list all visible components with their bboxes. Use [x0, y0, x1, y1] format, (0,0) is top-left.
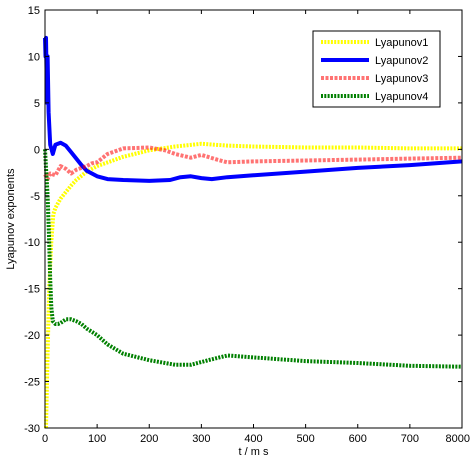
legend-label-2: Lyapunov2 — [375, 55, 428, 67]
x-tick-label: 0 — [42, 433, 48, 445]
x-tick-label: 8000 — [446, 433, 470, 445]
legend-box — [312, 30, 441, 108]
x-tick-label: 400 — [244, 433, 262, 445]
legend-label-3: Lyapunov3 — [375, 73, 428, 85]
tick-layer: 0 100 200 300 400 500 600 700 8000 15 10 5 0 -5 -10 -15… — [24, 5, 470, 445]
legend-label-4: Lyapunov4 — [375, 91, 428, 103]
y-tick-label: 5 — [34, 98, 40, 110]
x-axis-label: t / m s — [239, 446, 269, 458]
x-tick-label: 100 — [88, 433, 106, 445]
y-tick-label: -10 — [24, 237, 40, 249]
y-tick-label: 15 — [28, 5, 40, 17]
legend-label-1: Lyapunov1 — [375, 37, 428, 49]
x-tick-label: 700 — [401, 433, 419, 445]
y-tick-label: -20 — [24, 330, 40, 342]
x-tick-label: 200 — [140, 433, 158, 445]
y-tick-label: 10 — [28, 51, 40, 63]
x-tick-label: 600 — [349, 433, 367, 445]
y-axis-label: Lyapunov exponents — [5, 168, 17, 270]
y-tick-label: 0 — [34, 144, 40, 156]
x-tick-label: 300 — [192, 433, 210, 445]
y-tick-label: -5 — [30, 191, 40, 203]
y-tick-label: -25 — [24, 377, 40, 389]
series-line-4 — [43, 149, 463, 369]
y-tick-label: -30 — [24, 423, 40, 435]
y-tick-label: -15 — [24, 284, 40, 296]
series-line-3 — [43, 145, 463, 182]
legend: Lyapunov1 Lyapunov2 Lyapunov3 Lyapunov4 — [312, 30, 441, 108]
x-tick-label: 500 — [296, 433, 314, 445]
